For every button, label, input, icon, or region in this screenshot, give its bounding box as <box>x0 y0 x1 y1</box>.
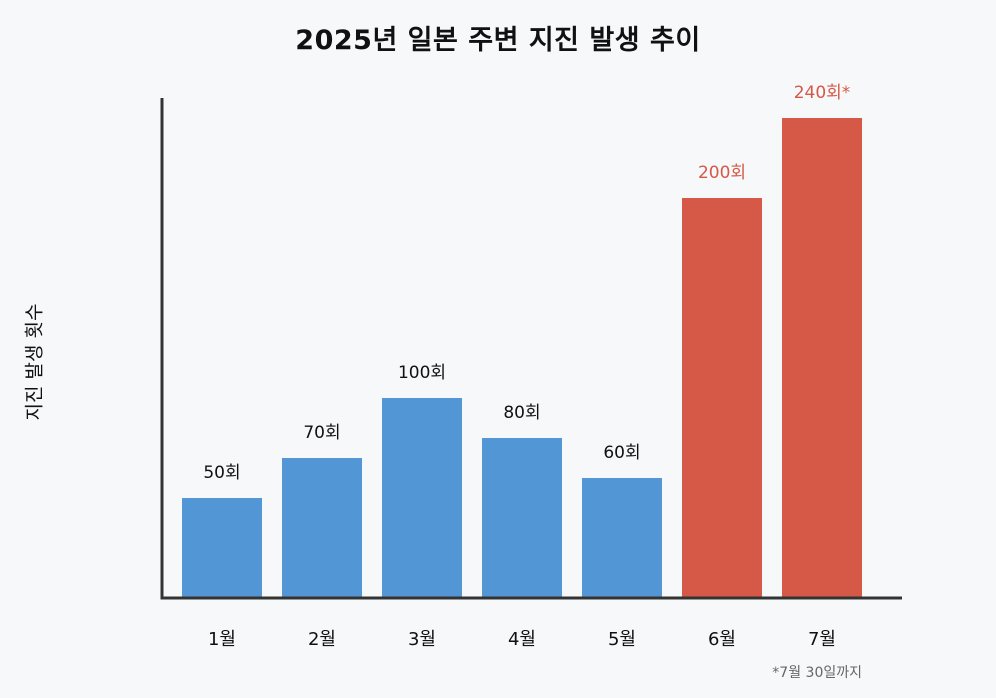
x-tick-label-month-3: 3월 <box>408 629 436 650</box>
bar-value-label-month-4: 80회 <box>503 403 540 423</box>
bar-month-7 <box>782 118 862 598</box>
footnote: *7월 30일까지 <box>772 665 862 681</box>
bar-month-1 <box>182 498 262 598</box>
bar-value-label-month-7: 240회* <box>794 83 851 103</box>
bar-value-label-month-3: 100회 <box>398 363 446 383</box>
bar-month-4 <box>482 438 562 598</box>
bar-month-2 <box>282 458 362 598</box>
x-tick-label-month-2: 2월 <box>308 629 336 650</box>
bar-value-label-month-2: 70회 <box>303 423 340 443</box>
x-tick-label-month-6: 6월 <box>708 629 736 650</box>
x-tick-label-month-1: 1월 <box>208 629 236 650</box>
x-tick-label-month-4: 4월 <box>508 629 536 650</box>
x-tick-label-month-5: 5월 <box>608 629 636 650</box>
bar-month-3 <box>382 398 462 598</box>
bar-value-label-month-1: 50회 <box>203 463 240 483</box>
chart-title: 2025년 일본 주변 지진 발생 추이 <box>295 25 701 56</box>
bars-layer: 50회 1월 70회 2월 100회 3월 80회 4월 60회 5월 200회 6월 240회* 7월 <box>182 83 862 650</box>
bar-month-6 <box>682 198 762 598</box>
x-tick-label-month-7: 7월 <box>808 629 836 650</box>
bar-value-label-month-5: 60회 <box>603 443 640 463</box>
bar-month-5 <box>582 478 662 598</box>
bar-value-label-month-6: 200회 <box>698 163 746 183</box>
